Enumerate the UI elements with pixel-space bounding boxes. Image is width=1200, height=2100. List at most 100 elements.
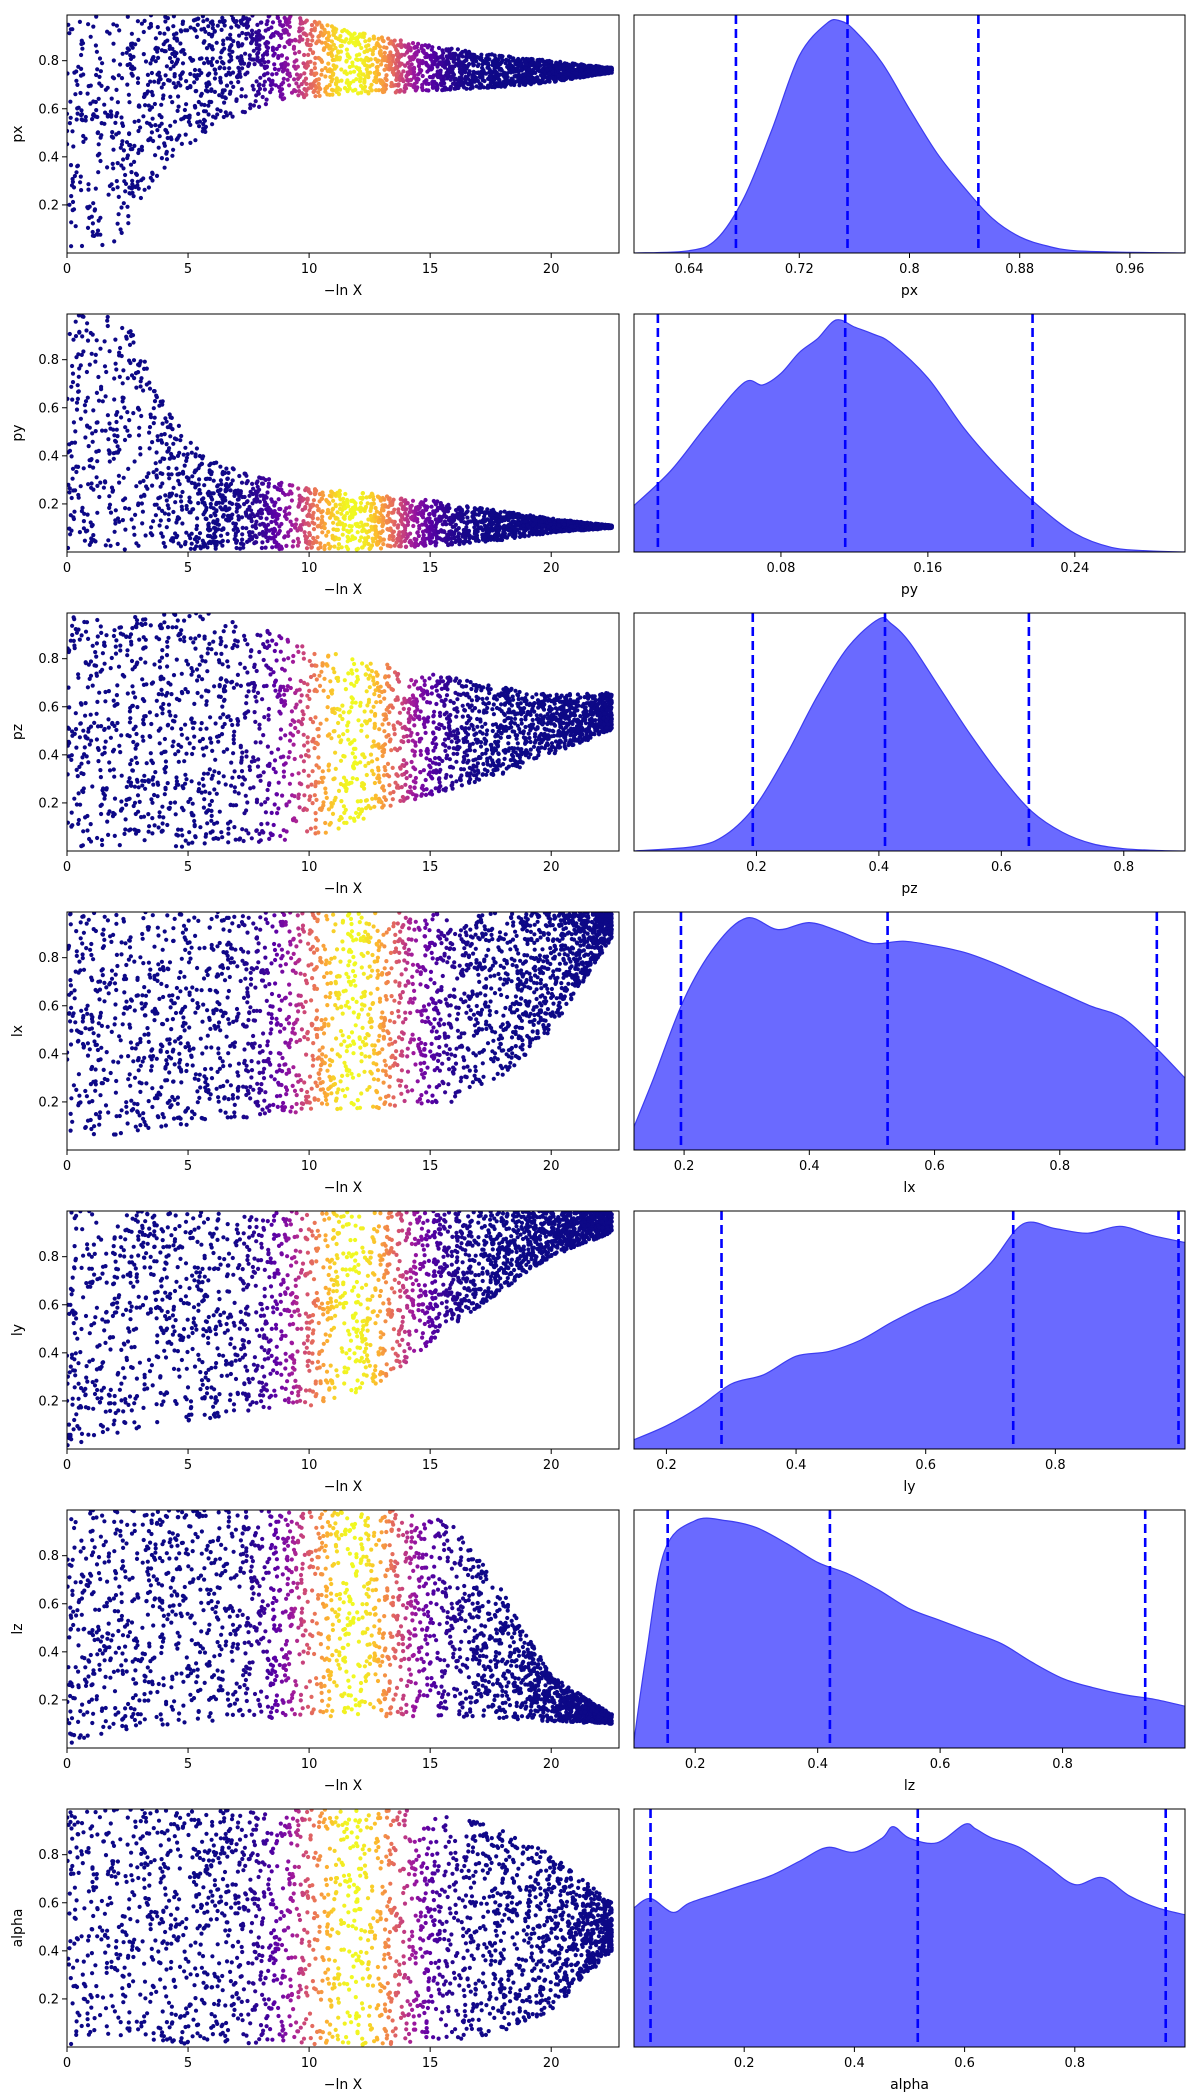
scatter-point (402, 89, 407, 94)
scatter-point (83, 409, 88, 414)
scatter-point (435, 69, 440, 74)
scatter-point (77, 530, 82, 535)
scatter-point (180, 469, 186, 474)
scatter-point (469, 78, 474, 83)
scatter-point (430, 45, 435, 50)
scatter-point (127, 418, 132, 423)
scatter-point (474, 84, 479, 89)
scatter-point (331, 26, 336, 31)
scatter-point (371, 497, 376, 502)
scatter-point (127, 131, 132, 137)
scatter-point (134, 484, 139, 489)
scatter-point (229, 80, 234, 85)
scatter-point (230, 16, 236, 21)
scatter-point (366, 535, 371, 540)
scatter-point (282, 64, 287, 69)
scatter-point (168, 135, 173, 140)
scatter-point (322, 543, 327, 548)
scatter-point (91, 112, 96, 117)
scatter-point (178, 28, 183, 33)
scatter-point (510, 58, 515, 63)
scatter-point (163, 15, 168, 19)
scatter-point (114, 23, 119, 28)
scatter-point (278, 483, 283, 488)
scatter-point (202, 61, 207, 66)
scatter-point (369, 82, 374, 87)
scatter-point (403, 511, 408, 516)
scatter-point (143, 533, 148, 538)
scatter-point (115, 541, 120, 547)
scatter-point (67, 22, 71, 27)
scatter-point (105, 413, 110, 418)
scatter-point (469, 53, 474, 58)
scatter-point (316, 77, 321, 82)
scatter-point (159, 531, 164, 536)
scatter-point (234, 19, 239, 24)
scatter-point (231, 39, 236, 44)
scatter-point (466, 71, 472, 76)
scatter-point (402, 52, 407, 57)
scatter-point (119, 76, 125, 81)
scatter-point (221, 38, 226, 43)
scatter-point (177, 133, 182, 138)
scatter-point (120, 399, 125, 404)
scatter-point (182, 463, 187, 468)
scatter-point (310, 520, 315, 525)
scatter-point (95, 130, 101, 135)
scatter-point (159, 432, 164, 437)
scatter-point (83, 118, 88, 123)
scatter-point (342, 86, 348, 91)
scatter-point (257, 82, 262, 87)
scatter-point (134, 385, 139, 390)
scatter-point (166, 27, 171, 32)
scatter-point (508, 55, 513, 60)
scatter-point (167, 446, 172, 451)
scatter-point (333, 516, 338, 521)
scatter-point (239, 87, 244, 92)
scatter-point (504, 79, 509, 84)
scatter-point (111, 76, 117, 81)
scatter-point (225, 531, 230, 537)
scatter-point (515, 521, 520, 526)
scatter-point (534, 61, 539, 66)
scatter-point (379, 35, 384, 40)
scatter-point (199, 497, 205, 502)
scatter-point (386, 36, 391, 41)
scatter-point (322, 546, 327, 552)
scatter-point (421, 541, 426, 546)
scatter-point (185, 452, 190, 457)
scatter-point (136, 37, 141, 43)
scatter-point (69, 440, 74, 445)
scatter-point (522, 529, 527, 534)
scatter-point (224, 83, 230, 88)
scatter-point (295, 64, 300, 69)
scatter-point (403, 83, 408, 88)
scatter-point (162, 165, 167, 170)
scatter-point (77, 329, 82, 334)
scatter-point (225, 539, 230, 544)
scatter-point (230, 466, 235, 471)
scatter-point (230, 478, 235, 483)
scatter-point (95, 228, 101, 233)
scatter-point (179, 499, 184, 504)
scatter-point (132, 119, 137, 124)
scatter-point (98, 346, 103, 351)
scatter-point (72, 70, 77, 75)
scatter-point (174, 466, 179, 471)
scatter-point (335, 57, 340, 62)
scatter-point (424, 78, 429, 83)
scatter-point (265, 538, 270, 544)
scatter-point (262, 87, 267, 92)
scatter-point (171, 15, 176, 19)
scatter-point (174, 520, 179, 525)
scatter-point (189, 58, 195, 63)
scatter-point (540, 57, 545, 63)
scatter-point (212, 461, 217, 466)
scatter-point (178, 494, 183, 499)
scatter-point (248, 34, 253, 39)
scatter-point (528, 63, 534, 68)
kde-px-xtick-label: 0.88 (1005, 262, 1034, 277)
scatter-point (153, 123, 158, 128)
scatter-point (405, 48, 411, 53)
